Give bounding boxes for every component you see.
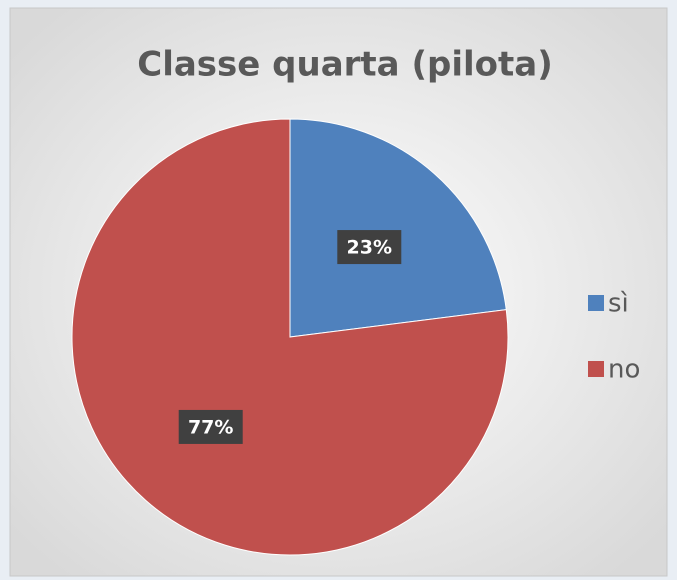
legend-swatch (588, 295, 604, 311)
pie-slice (71, 118, 509, 556)
legend-label: sì (608, 289, 629, 319)
chart-title: Classe quarta (pilota) (137, 45, 553, 85)
legend-swatch (588, 361, 604, 377)
data-label-box (178, 409, 243, 444)
data-label: 23% (347, 237, 392, 259)
data-label: 77% (188, 416, 233, 438)
pie-slice (289, 118, 507, 338)
legend-label: no (608, 355, 640, 385)
data-label-box (337, 230, 402, 265)
